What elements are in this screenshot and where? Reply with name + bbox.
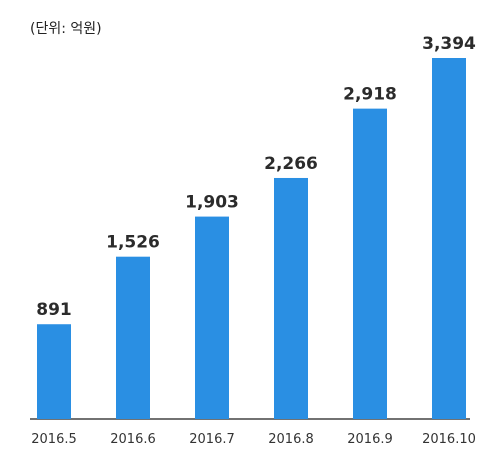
bar-2016.6 xyxy=(116,256,150,419)
x-tick-label-2016.9: 2016.9 xyxy=(347,432,393,447)
data-label-2016.9: 2,918 xyxy=(343,85,397,105)
x-tick-label-2016.5: 2016.5 xyxy=(31,432,77,447)
x-tick-label-2016.7: 2016.7 xyxy=(189,432,235,447)
data-label-2016.10: 3,394 xyxy=(422,34,476,54)
data-label-2016.5: 891 xyxy=(36,300,72,320)
bar-2016.9 xyxy=(353,108,387,420)
bar-2016.10 xyxy=(432,58,466,419)
data-label-2016.8: 2,266 xyxy=(264,154,318,174)
x-tick-label-2016.6: 2016.6 xyxy=(110,432,156,447)
data-label-2016.7: 1,903 xyxy=(185,193,239,213)
unit-label: (단위: 억원) xyxy=(30,21,102,37)
bar-2016.8 xyxy=(274,177,308,419)
data-label-2016.6: 1,526 xyxy=(106,233,160,253)
x-tick-label-2016.8: 2016.8 xyxy=(268,432,314,447)
bar-2016.5 xyxy=(37,324,71,419)
x-tick-label-2016.10: 2016.10 xyxy=(422,432,476,447)
bar-2016.7 xyxy=(195,216,229,419)
